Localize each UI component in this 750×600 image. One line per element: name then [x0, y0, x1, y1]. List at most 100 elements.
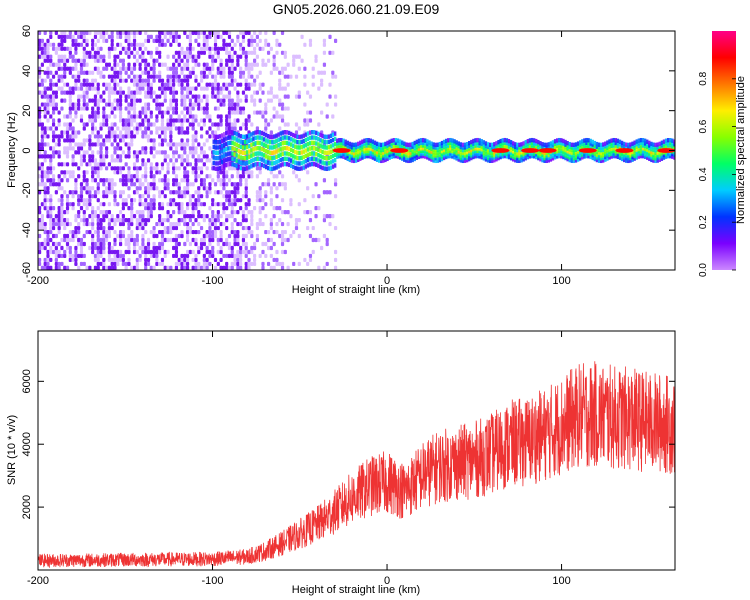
spectrogram-cell — [253, 98, 257, 103]
spectrogram-hot-spot — [578, 148, 597, 153]
spectrogram-cell — [102, 233, 106, 239]
spectrogram-cell — [298, 150, 301, 156]
spectrogram-cell — [57, 34, 61, 39]
spectrogram-cell — [297, 233, 301, 239]
spectrogram-cell — [225, 131, 228, 136]
spectrogram-cell — [43, 225, 47, 231]
spectrogram-cell — [230, 58, 234, 63]
spectrogram-cell — [532, 151, 536, 156]
spectrogram-cell — [463, 150, 467, 155]
spectrogram-cell — [641, 138, 645, 143]
spectrogram-cell — [183, 94, 187, 99]
spectrogram-cell — [236, 102, 240, 107]
spectrogram-cell — [194, 241, 198, 247]
spectrogram-cell — [417, 151, 421, 157]
spectrogram-cell — [239, 106, 243, 111]
spectrogram-cell — [194, 265, 198, 270]
spectrogram-cell — [208, 261, 212, 267]
spectrogram-cell — [219, 190, 223, 195]
spectrogram-cell — [82, 158, 86, 163]
spectrogram-cell — [449, 143, 452, 148]
spectrogram-cell — [255, 62, 260, 67]
spectrogram-cell — [197, 102, 201, 107]
spectrogram-cell — [185, 126, 190, 131]
spectrogram-cell — [342, 138, 345, 143]
spectrogram-cell — [116, 126, 120, 131]
spectrogram-cell — [121, 253, 125, 259]
spectrogram-cell — [262, 163, 266, 169]
spectrogram-cell — [138, 225, 142, 231]
spectrogram-cell — [482, 148, 486, 153]
spectrogram-cell — [271, 134, 274, 140]
spectrogram-cell — [177, 221, 181, 227]
spectrogram-cell — [585, 153, 588, 159]
spectrogram-cell — [88, 146, 92, 151]
spectrogram-cell — [497, 153, 500, 158]
spectrogram-cell — [132, 110, 137, 115]
spectrogram-cell — [91, 82, 95, 87]
spectrogram-cell — [85, 82, 89, 87]
spectrogram-cell — [323, 155, 326, 161]
spectrogram-cell — [132, 94, 137, 99]
spectrogram-cell — [43, 174, 47, 179]
spectrogram-cell — [616, 141, 620, 146]
spectrogram-cell — [49, 257, 53, 263]
spectrogram-cell — [127, 218, 131, 223]
spectrogram-cell — [595, 141, 599, 147]
spectrogram-cell — [484, 143, 488, 149]
spectrogram-cell — [124, 122, 128, 127]
spectrogram-cell — [43, 58, 47, 63]
spectrogram-cell — [576, 154, 580, 160]
spectrogram-cell — [535, 144, 538, 149]
spectrogram-cell — [470, 147, 473, 153]
spectrogram-cell — [572, 155, 576, 161]
spectrogram-cell — [96, 186, 100, 191]
spectrogram-cell — [336, 151, 339, 157]
spectrogram-cell — [277, 137, 280, 143]
spectrogram-cell — [413, 156, 416, 162]
spectrogram-cell — [491, 158, 494, 163]
spectrogram-cell — [144, 118, 148, 123]
spectrogram-cell — [188, 146, 192, 151]
spectrogram-cell — [639, 151, 643, 156]
spectrogram-cell — [40, 245, 44, 251]
spectrogram-cell — [306, 136, 310, 142]
spectrogram-cell — [625, 153, 628, 158]
spectrogram-cell — [46, 142, 50, 147]
spectrogram-cell — [88, 194, 92, 199]
spectrogram-cell — [432, 142, 435, 147]
spectrogram-cell — [152, 58, 156, 63]
spectrogram-cell — [158, 190, 162, 195]
spectrogram-cell — [208, 126, 212, 131]
spectrogram-cell — [141, 174, 145, 179]
spectrogram-cell — [236, 106, 240, 111]
spectrogram-cell — [574, 142, 578, 147]
spectrogram-cell — [499, 144, 502, 149]
spectrogram-cell — [432, 155, 435, 160]
spectrogram-cell — [199, 70, 204, 75]
spectrogram-cell — [65, 34, 70, 39]
spectrogram-cell — [258, 194, 262, 199]
spectrogram-cell — [146, 206, 151, 211]
spectrogram-cell — [46, 46, 50, 51]
spectrogram-cell — [595, 149, 599, 155]
spectrogram-cell — [296, 166, 299, 171]
spectrogram-cell — [300, 144, 303, 150]
spectrogram-cell — [68, 229, 72, 235]
spectrogram-cell — [227, 90, 232, 95]
spectrogram-cell — [96, 90, 100, 95]
spectrogram-cell — [132, 102, 137, 107]
spectrogram-cell — [243, 150, 247, 156]
spectrogram-cell — [278, 82, 282, 87]
spectrogram-cell — [51, 106, 56, 111]
spectrogram-cell — [472, 144, 475, 149]
spectrogram-cell — [250, 153, 253, 158]
spectrogram-cell — [244, 118, 248, 123]
spectrogram-cell — [68, 86, 72, 91]
spectrogram-cell — [188, 122, 192, 127]
spectrogram-cell — [124, 130, 128, 135]
spectrogram-cell — [465, 157, 469, 163]
spectrogram-cell — [91, 237, 95, 243]
spectrogram-cell — [60, 186, 64, 191]
spectrogram-cell — [635, 147, 638, 152]
